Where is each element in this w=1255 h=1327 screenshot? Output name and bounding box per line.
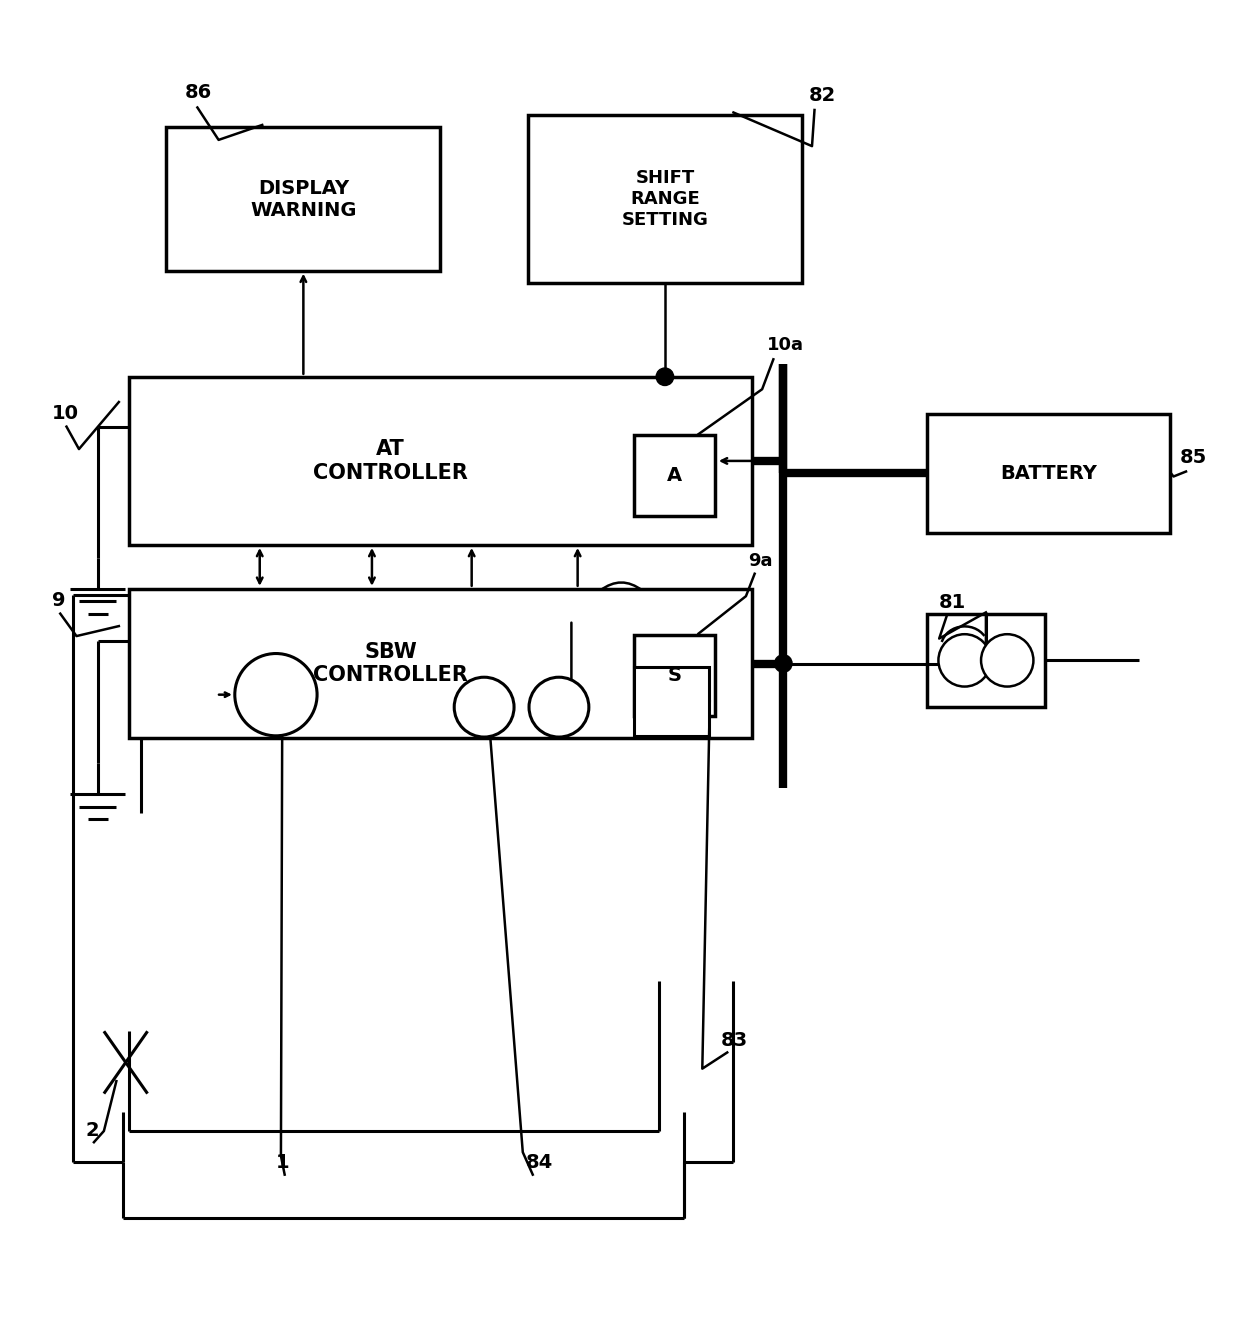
Text: 81: 81: [939, 593, 966, 612]
Text: 10: 10: [51, 403, 79, 423]
Text: SHIFT
RANGE
SETTING: SHIFT RANGE SETTING: [621, 170, 708, 230]
Text: 86: 86: [184, 84, 212, 102]
Circle shape: [774, 654, 792, 673]
Text: 9a: 9a: [748, 552, 773, 571]
Text: 82: 82: [808, 86, 836, 105]
Text: 9: 9: [51, 591, 65, 610]
Text: SBW
CONTROLLER: SBW CONTROLLER: [314, 642, 468, 685]
Bar: [926, 613, 1045, 707]
Bar: [528, 115, 802, 283]
Bar: [926, 414, 1170, 532]
Circle shape: [235, 653, 318, 735]
Bar: [129, 589, 752, 738]
Circle shape: [454, 677, 515, 736]
Circle shape: [981, 634, 1033, 686]
Text: 83: 83: [722, 1031, 748, 1050]
Text: BATTERY: BATTERY: [1000, 464, 1097, 483]
Text: DISPLAY
WARNING: DISPLAY WARNING: [250, 179, 356, 219]
Text: 10a: 10a: [767, 336, 804, 354]
Text: 84: 84: [526, 1153, 552, 1172]
Text: S: S: [668, 666, 681, 685]
Text: 1: 1: [276, 1153, 290, 1172]
Bar: [634, 634, 715, 715]
Bar: [166, 127, 441, 271]
Circle shape: [530, 677, 589, 736]
Text: AT
CONTROLLER: AT CONTROLLER: [314, 439, 468, 483]
Circle shape: [656, 368, 674, 385]
Text: 2: 2: [85, 1121, 99, 1140]
Text: 85: 85: [1180, 447, 1207, 467]
Bar: [634, 435, 715, 516]
Text: A: A: [666, 466, 681, 486]
Bar: [634, 667, 709, 735]
Bar: [129, 377, 752, 545]
Circle shape: [939, 634, 990, 686]
